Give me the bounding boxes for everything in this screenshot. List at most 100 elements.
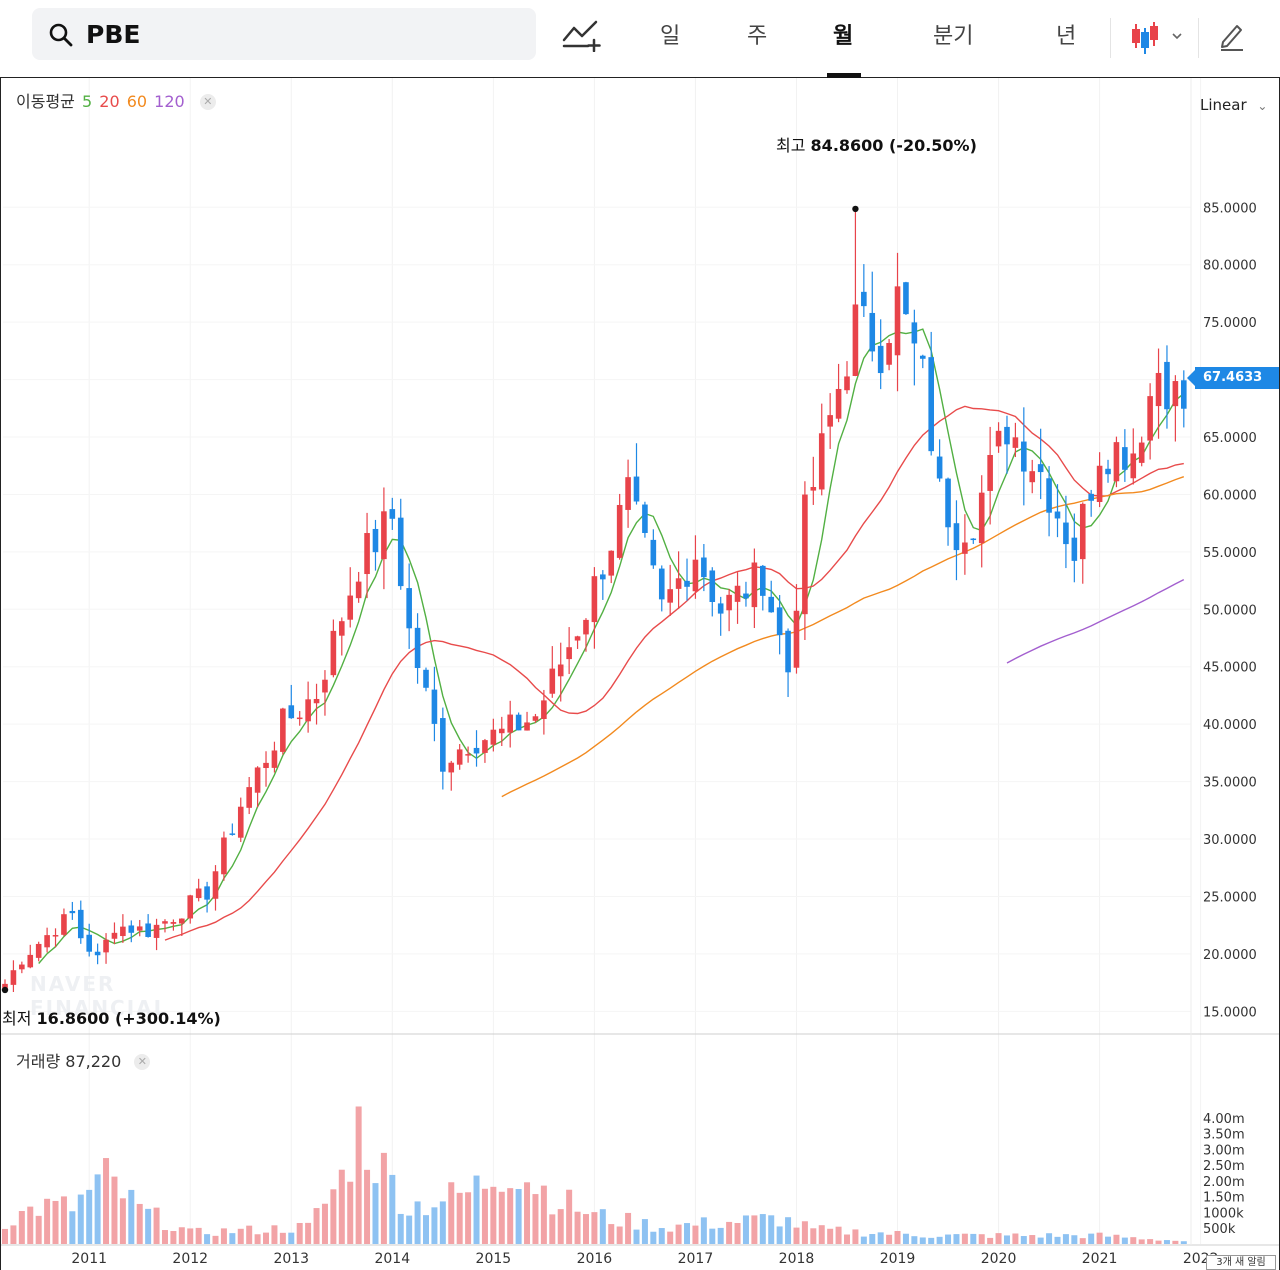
candle-body: [549, 668, 556, 694]
add-indicator-icon[interactable]: [562, 18, 602, 52]
toolbar-divider: [1110, 18, 1111, 58]
volume-bar: [490, 1186, 497, 1244]
candle-body: [844, 376, 850, 391]
volume-bar: [204, 1234, 211, 1244]
candle-body: [339, 621, 345, 636]
x-tick-label: 2020: [981, 1251, 1017, 1267]
candle-body: [94, 951, 101, 956]
volume-bar: [86, 1189, 93, 1244]
candle-body: [229, 833, 236, 835]
chevron-down-icon: ⌄: [1257, 99, 1268, 113]
y-tick-label: 15.0000: [1203, 1005, 1257, 1020]
candle-body: [566, 647, 572, 660]
candle-body: [77, 909, 84, 939]
tab-day[interactable]: 일: [660, 24, 681, 49]
min-label: 최저: [2, 1009, 32, 1028]
volume-bar: [263, 1232, 270, 1244]
volume-bar: [338, 1169, 345, 1244]
volume-bar: [835, 1226, 842, 1244]
candle-type-icon[interactable]: [1130, 20, 1186, 56]
ma-legend-title: 이동평균: [16, 92, 75, 111]
volume-bar: [439, 1201, 446, 1244]
ma-60-line: [501, 476, 1185, 798]
candle-body: [743, 593, 749, 599]
candle-body: [962, 542, 968, 554]
volume-bar: [18, 1211, 25, 1244]
ma-20-label: 20: [99, 92, 120, 111]
candle-body: [877, 345, 884, 374]
toolbar-divider: [1198, 18, 1199, 58]
y-tick-label: 50.0000: [1203, 603, 1257, 618]
tab-quarter[interactable]: 분기: [933, 24, 974, 49]
volume-bar: [869, 1234, 876, 1244]
candle-body: [557, 664, 564, 677]
volume-bar: [347, 1181, 354, 1244]
volume-bar: [60, 1196, 67, 1244]
volume-bar: [111, 1176, 118, 1244]
volume-bar: [785, 1217, 792, 1244]
volume-bar: [1079, 1238, 1086, 1244]
search-box[interactable]: PBE: [32, 8, 536, 60]
candle-body: [768, 596, 775, 613]
candle-body: [221, 837, 227, 875]
x-tick-label: 2019: [880, 1251, 916, 1267]
candle-body: [1155, 372, 1162, 407]
volume-bar: [801, 1221, 808, 1244]
volume-bar: [69, 1211, 76, 1244]
candle-body: [1037, 464, 1044, 473]
active-tab-indicator: [827, 73, 861, 78]
candle-body: [1164, 361, 1170, 410]
volume-bar: [473, 1175, 480, 1244]
chart-frame[interactable]: 2011 2012 2013 2014 2015 2016 2017 2018 2019 2020…: [0, 78, 1280, 1270]
candle-body: [372, 528, 379, 553]
candle-body: [153, 924, 160, 938]
close-icon[interactable]: ✕: [134, 1054, 151, 1070]
search-input[interactable]: PBE: [86, 20, 141, 49]
volume-bar: [675, 1224, 682, 1244]
candle-body: [389, 509, 396, 519]
alert-notice[interactable]: 3개 새 알림: [1206, 1255, 1276, 1270]
candle-body: [894, 286, 901, 356]
candle-body: [936, 456, 943, 479]
y-tick-label: 60.0000: [1203, 488, 1257, 503]
volume-bar: [145, 1208, 152, 1244]
volume-bar: [1155, 1240, 1162, 1244]
volume-bar: [961, 1233, 968, 1244]
candle-body: [574, 636, 581, 641]
pencil-icon[interactable]: [1218, 20, 1246, 52]
x-tick-label: 2018: [779, 1251, 815, 1267]
volume-tick-label: 4.00m: [1203, 1112, 1245, 1127]
tab-year[interactable]: 년: [1056, 24, 1077, 49]
price-chart[interactable]: 2011 2012 2013 2014 2015 2016 2017 2018 2019 2020…: [1, 78, 1279, 1270]
volume-bar: [288, 1232, 295, 1244]
candle-body: [903, 282, 909, 315]
candle-body: [1046, 478, 1052, 513]
candle-body: [810, 487, 817, 491]
volume-bar: [1121, 1237, 1128, 1244]
volume-bar: [810, 1228, 817, 1244]
volume-bar: [776, 1226, 783, 1244]
volume-bar: [1163, 1240, 1170, 1244]
volume-bar: [77, 1194, 84, 1244]
candle-body: [1012, 437, 1019, 448]
candle-body: [869, 312, 876, 352]
candle-body: [684, 580, 690, 587]
candle-body: [254, 767, 261, 793]
volume-bar: [625, 1212, 632, 1244]
candle-body: [1096, 465, 1103, 502]
close-icon[interactable]: ✕: [199, 94, 216, 110]
candle-body: [1122, 447, 1128, 470]
tab-week[interactable]: 주: [747, 24, 768, 49]
volume-legend: 거래량 87,220 ✕: [16, 1048, 151, 1072]
candle-body: [600, 574, 606, 580]
volume-bar: [1130, 1237, 1137, 1244]
scale-mode-dropdown[interactable]: Linear ⌄: [1200, 96, 1267, 114]
candle-body: [583, 619, 589, 635]
volume-bar: [1003, 1235, 1010, 1244]
tab-month[interactable]: 월: [833, 24, 854, 49]
candle-body: [835, 388, 842, 419]
volume-bar: [557, 1209, 564, 1244]
candle-body: [515, 714, 522, 731]
volume-bar: [481, 1188, 488, 1244]
candle-body: [128, 925, 135, 933]
